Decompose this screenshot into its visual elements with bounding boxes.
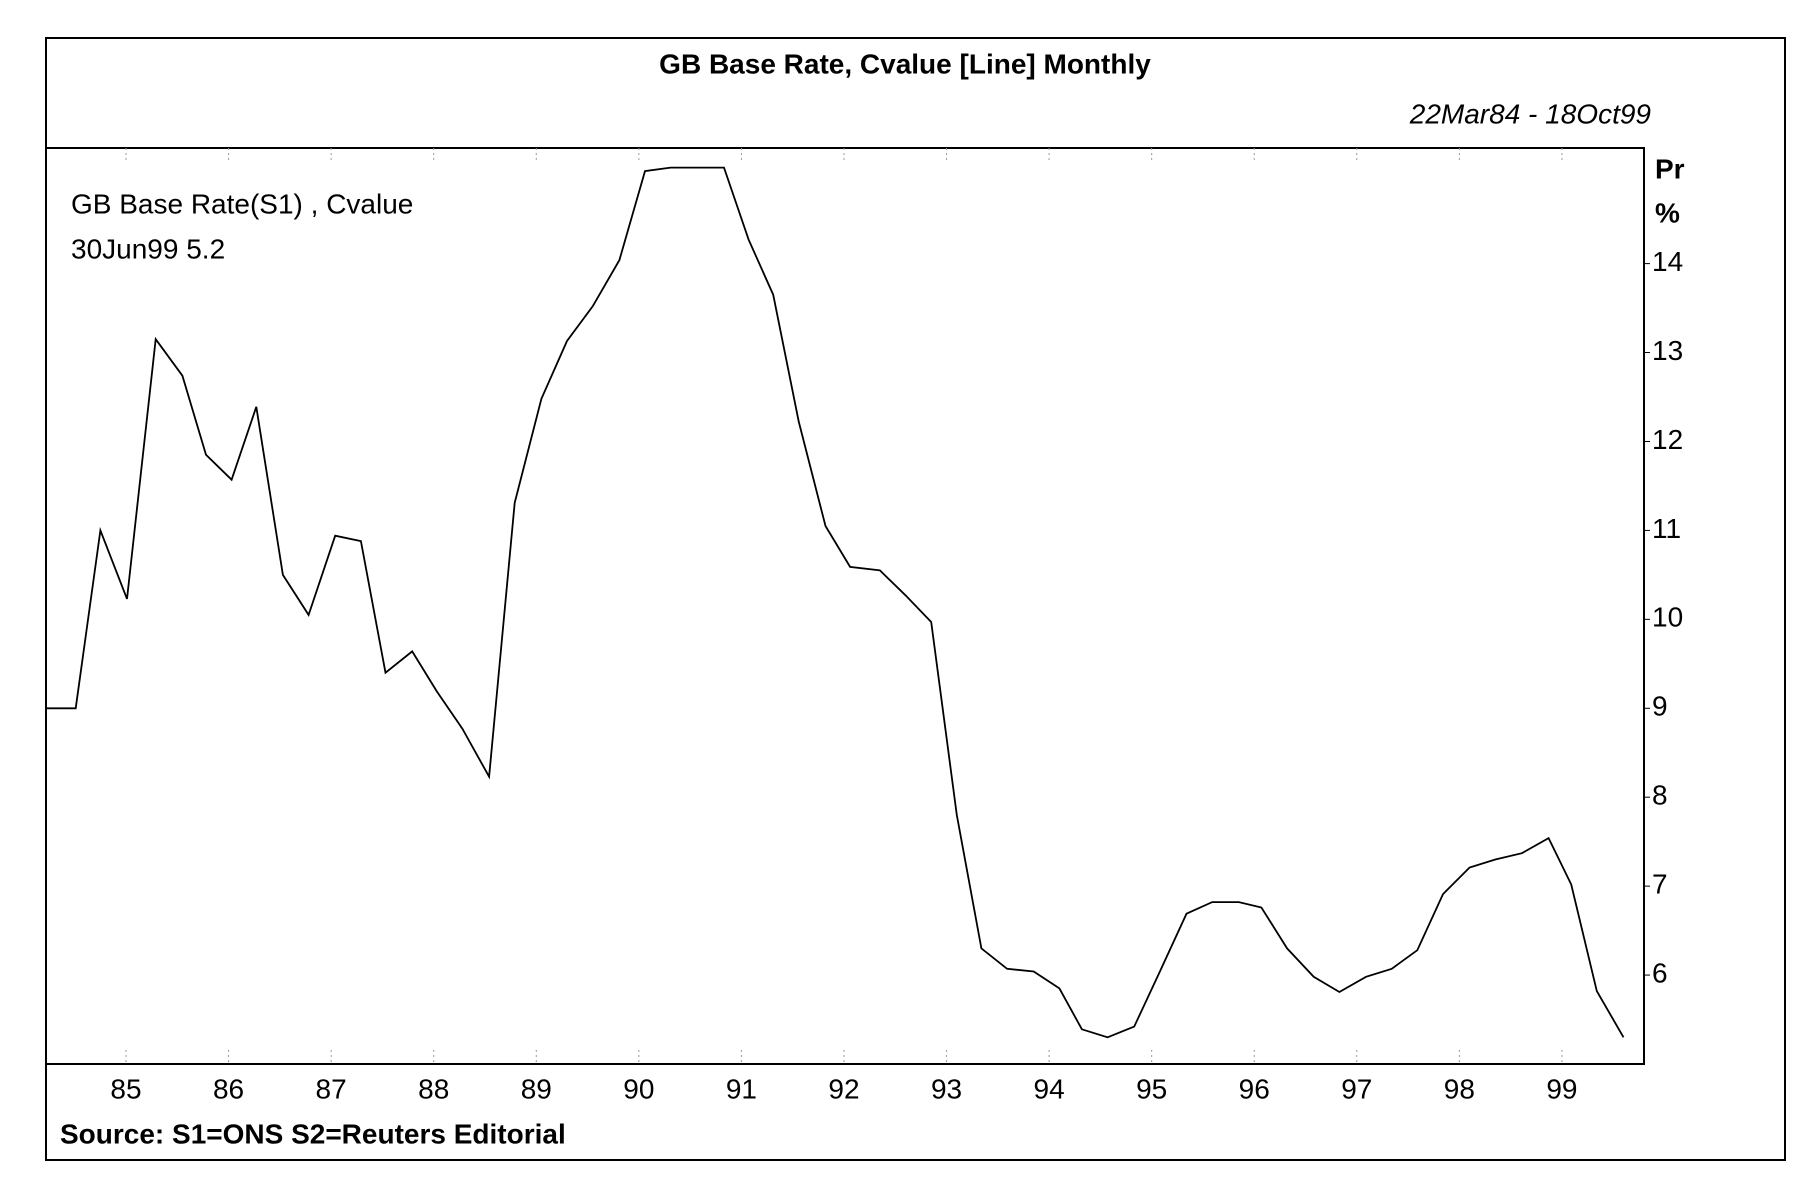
chart-title: GB Base Rate, Cvalue [Line] Monthly: [659, 48, 1151, 79]
x-tick-label: 88: [418, 1073, 449, 1104]
x-tick-label: 97: [1341, 1073, 1372, 1104]
x-tick-label: 95: [1136, 1073, 1167, 1104]
source-note: Source: S1=ONS S2=Reuters Editorial: [60, 1118, 566, 1149]
x-tick-label: 87: [316, 1073, 347, 1104]
x-tick-label: 86: [213, 1073, 244, 1104]
y-tick-label: 7: [1652, 869, 1668, 900]
x-tick-label: 85: [110, 1073, 141, 1104]
y-tick-label: 6: [1652, 957, 1668, 988]
x-tick-label: 94: [1034, 1073, 1065, 1104]
x-tick-label: 98: [1444, 1073, 1475, 1104]
x-tick-label: 96: [1239, 1073, 1270, 1104]
x-tick-label: 93: [931, 1073, 962, 1104]
last-value: 30Jun99 5.2: [71, 233, 225, 264]
y-tick-label: 14: [1652, 246, 1683, 277]
y-axis-label: Pr: [1655, 153, 1685, 184]
x-tick-label: 89: [521, 1073, 552, 1104]
plot-frame: [45, 147, 1645, 1065]
x-tick-label: 99: [1546, 1073, 1577, 1104]
date-range: 22Mar84 - 18Oct99: [1409, 98, 1651, 129]
x-tick-label: 91: [726, 1073, 757, 1104]
y-tick-label: 11: [1652, 513, 1681, 544]
y-axis-unit: %: [1655, 197, 1680, 228]
x-tick-label: 90: [623, 1073, 654, 1104]
y-tick-label: 8: [1652, 780, 1668, 811]
y-tick-label: 12: [1652, 424, 1683, 455]
x-tick-label: 92: [828, 1073, 859, 1104]
y-tick-label: 10: [1652, 602, 1683, 633]
y-tick-label: 9: [1652, 691, 1668, 722]
legend-label: GB Base Rate(S1) , Cvalue: [71, 188, 413, 219]
data-line: [46, 166, 1625, 1039]
y-tick-label: 13: [1652, 335, 1683, 366]
